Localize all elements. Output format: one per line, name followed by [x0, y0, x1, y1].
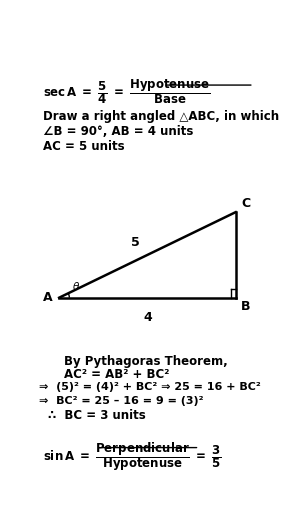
Text: θ: θ [73, 282, 79, 293]
Text: ⇒  (5)² = (4)² + BC² ⇒ 25 = 16 + BC²: ⇒ (5)² = (4)² + BC² ⇒ 25 = 16 + BC² [39, 382, 260, 392]
Text: ∴  BC = 3 units: ∴ BC = 3 units [48, 409, 146, 422]
Text: Draw a right angled △ABC, in which: Draw a right angled △ABC, in which [43, 111, 279, 123]
Text: A: A [43, 291, 52, 304]
Text: B: B [241, 300, 251, 313]
Text: 5: 5 [131, 236, 139, 249]
Text: 4: 4 [143, 311, 152, 324]
Text: C: C [241, 197, 251, 210]
Text: $\mathrm{\mathbf{sin\,A}}$ $\mathbf{=}$ $\mathbf{\dfrac{Perpendicular}{Hypotenus: $\mathrm{\mathbf{sin\,A}}$ $\mathbf{=}$ … [43, 440, 222, 473]
Text: ⇒  BC² = 25 – 16 = 9 = (3)²: ⇒ BC² = 25 – 16 = 9 = (3)² [39, 396, 203, 406]
Text: AC² = AB² + BC²: AC² = AB² + BC² [64, 368, 169, 381]
Text: By Pythagoras Theorem,: By Pythagoras Theorem, [64, 355, 227, 368]
Text: AC = 5 units: AC = 5 units [43, 140, 125, 153]
Text: ∠B = 90°, AB = 4 units: ∠B = 90°, AB = 4 units [43, 125, 194, 139]
Text: $\mathrm{\mathbf{sec\,A}}$ $\mathbf{=}$ $\mathbf{\dfrac{5}{4}}$ $\mathbf{=}$ $\m: $\mathrm{\mathbf{sec\,A}}$ $\mathbf{=}$ … [43, 78, 211, 106]
